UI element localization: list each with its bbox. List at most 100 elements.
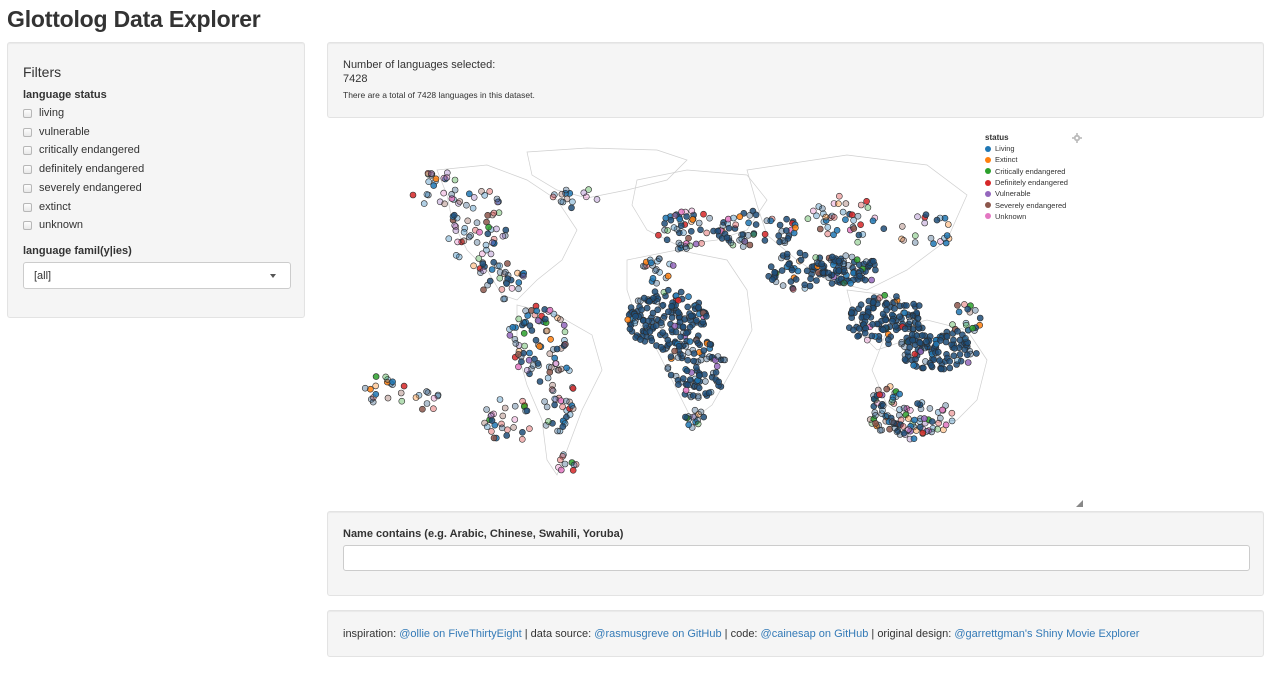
language-dot[interactable] [683,329,690,337]
language-dot[interactable] [861,329,869,337]
language-dot[interactable] [872,419,879,427]
language-dot[interactable] [943,333,951,340]
language-dot[interactable] [470,194,478,201]
language-dot[interactable] [683,213,690,220]
language-dot[interactable] [687,312,695,320]
language-dot[interactable] [533,307,540,315]
language-dot[interactable] [761,230,769,238]
language-dot[interactable] [555,366,563,374]
language-dot[interactable] [489,239,496,246]
language-dot[interactable] [528,327,536,334]
language-dot[interactable] [714,353,722,360]
language-dot[interactable] [850,217,857,224]
language-dot[interactable] [869,217,877,225]
language-dot[interactable] [512,340,520,347]
language-dot[interactable] [712,356,719,364]
language-dot[interactable] [918,332,926,339]
resize-handle-icon[interactable] [1076,500,1083,507]
language-dot[interactable] [420,200,428,207]
language-dot[interactable] [888,418,896,426]
language-dot[interactable] [488,428,495,435]
language-dot[interactable] [883,306,890,314]
language-dot[interactable] [521,342,528,350]
language-dot[interactable] [901,325,909,333]
language-dot[interactable] [840,260,848,267]
language-dot[interactable] [854,333,861,340]
language-dot[interactable] [682,413,689,421]
language-dot[interactable] [921,344,929,352]
language-dot[interactable] [893,428,901,436]
language-dot[interactable] [862,258,870,265]
language-dot[interactable] [495,209,503,216]
language-dot[interactable] [863,313,870,321]
language-dot[interactable] [839,208,847,216]
language-dot[interactable] [400,382,408,390]
status-checkbox-critically-endangered[interactable]: critically endangered [23,142,140,158]
code-link[interactable]: @cainesap on GitHub [760,628,869,640]
language-dot[interactable] [697,356,705,364]
design-link[interactable]: @garrettgman's Shiny Movie Explorer [954,628,1140,640]
language-dot[interactable] [882,316,889,324]
language-dot[interactable] [561,328,569,336]
language-dot[interactable] [815,203,823,210]
language-dot[interactable] [886,425,893,433]
language-dot[interactable] [964,359,972,366]
language-dot[interactable] [496,269,504,276]
language-dot[interactable] [804,215,812,222]
status-checkbox-living[interactable]: living [23,105,64,121]
language-dot[interactable] [653,298,661,305]
language-dot[interactable] [694,420,702,428]
language-dot[interactable] [536,378,544,385]
legend-item-extinct[interactable]: Extinct [985,154,1068,165]
language-dot[interactable] [763,217,771,224]
language-dot[interactable] [451,222,458,229]
language-dot[interactable] [498,424,506,432]
language-dot[interactable] [752,211,760,219]
language-dot[interactable] [423,191,431,198]
language-dot[interactable] [695,384,703,392]
language-dot[interactable] [922,358,929,365]
language-dot[interactable] [480,286,487,294]
language-dot[interactable] [705,389,713,397]
legend-item-critically-endangered[interactable]: Critically endangered [985,166,1068,177]
language-dot[interactable] [706,340,714,348]
language-dot[interactable] [914,213,921,220]
checkbox-icon[interactable] [23,108,32,118]
language-dot[interactable] [409,191,417,199]
language-dot[interactable] [788,266,796,274]
language-dot[interactable] [771,269,778,276]
language-dot[interactable] [745,219,752,227]
language-dot[interactable] [649,309,657,317]
language-dot[interactable] [856,272,864,280]
language-dot[interactable] [367,395,375,403]
language-dot[interactable] [519,428,526,436]
language-dot[interactable] [464,217,471,225]
checkbox-icon[interactable] [23,202,32,212]
language-dot[interactable] [700,413,708,421]
language-dot[interactable] [656,255,663,263]
language-dot[interactable] [689,216,697,223]
language-dot[interactable] [569,198,576,206]
language-dot[interactable] [485,223,492,231]
language-dot[interactable] [677,288,685,296]
language-dot[interactable] [664,286,672,294]
language-dot[interactable] [872,412,879,419]
language-dot[interactable] [642,322,650,329]
language-dot[interactable] [685,293,692,300]
language-dot[interactable] [500,295,507,303]
language-dot[interactable] [715,378,723,386]
language-dot[interactable] [898,340,905,348]
language-dot[interactable] [863,336,871,344]
language-dot[interactable] [559,452,566,460]
language-dot[interactable] [511,336,519,343]
language-dot[interactable] [515,315,522,323]
language-dot[interactable] [569,466,577,474]
language-dot[interactable] [922,338,930,345]
language-dot[interactable] [928,428,936,436]
language-dot[interactable] [876,294,883,302]
language-dot[interactable] [657,319,665,326]
language-dot[interactable] [899,423,907,430]
language-dot[interactable] [546,368,554,376]
legend-item-living[interactable]: Living [985,143,1068,154]
language-dot[interactable] [465,233,473,241]
